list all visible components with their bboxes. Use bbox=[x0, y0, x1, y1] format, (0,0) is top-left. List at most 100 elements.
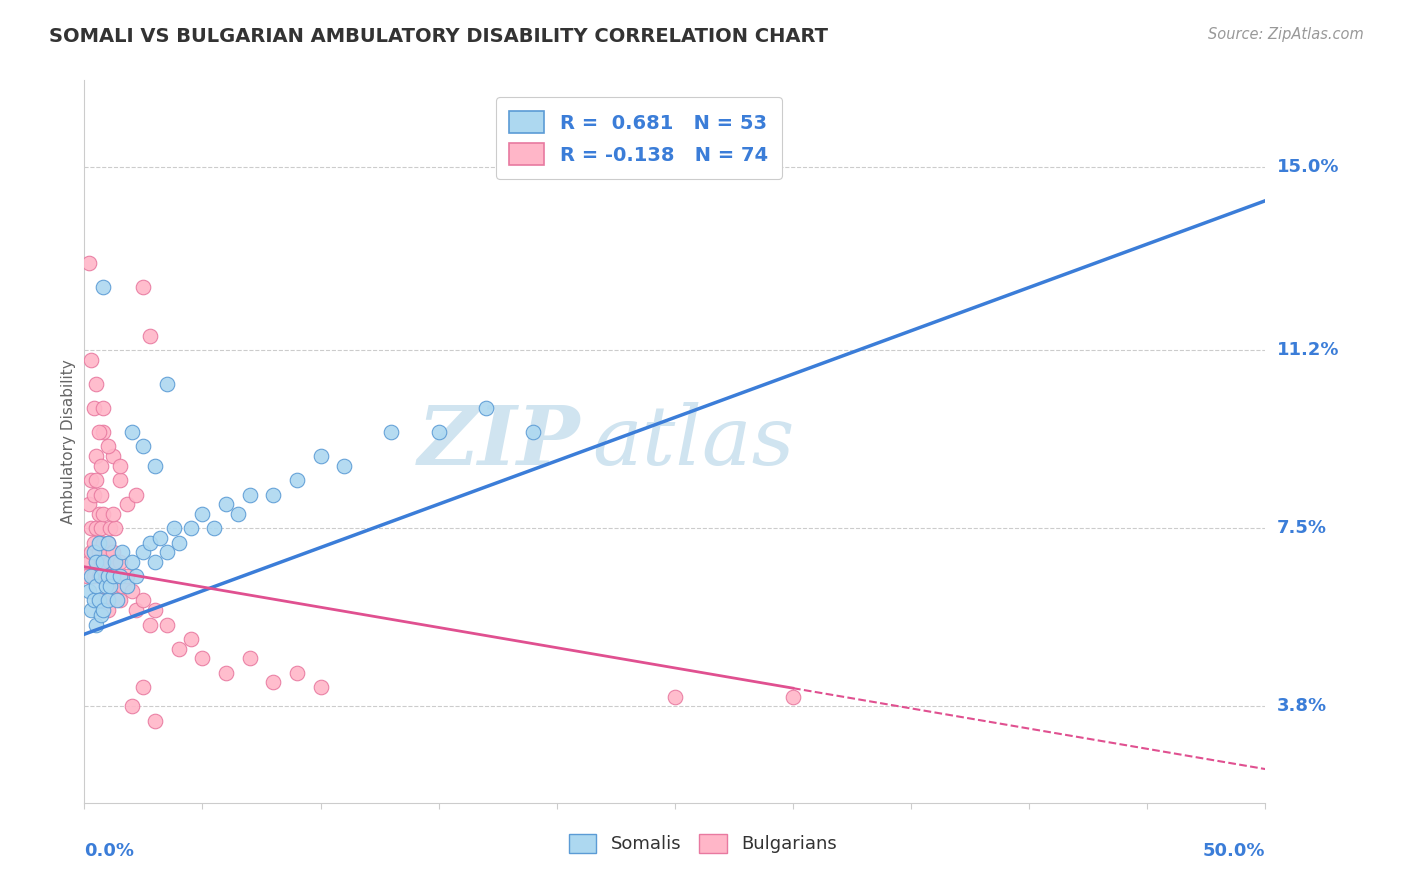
Point bbox=[107, 593, 129, 607]
Point bbox=[90, 555, 112, 569]
Point bbox=[94, 545, 117, 559]
Legend: Somalis, Bulgarians: Somalis, Bulgarians bbox=[562, 827, 844, 861]
Point bbox=[87, 545, 110, 559]
Point bbox=[90, 487, 112, 501]
Point bbox=[132, 545, 155, 559]
Point bbox=[80, 352, 103, 367]
Point bbox=[143, 555, 166, 569]
Point bbox=[156, 617, 179, 632]
Point bbox=[125, 487, 148, 501]
Point bbox=[104, 521, 127, 535]
Legend: R =  0.681   N = 53, R = -0.138   N = 74: R = 0.681 N = 53, R = -0.138 N = 74 bbox=[496, 97, 782, 179]
Point bbox=[87, 507, 110, 521]
Point bbox=[90, 607, 112, 622]
Point bbox=[97, 569, 120, 583]
Point bbox=[782, 690, 804, 704]
Point bbox=[80, 569, 103, 583]
Point bbox=[108, 569, 131, 583]
Point bbox=[77, 555, 100, 569]
Point bbox=[167, 641, 190, 656]
Point bbox=[115, 579, 138, 593]
Point bbox=[90, 458, 112, 473]
Point bbox=[215, 497, 238, 511]
Point bbox=[104, 555, 127, 569]
Point bbox=[115, 569, 138, 583]
Point bbox=[91, 593, 114, 607]
Point bbox=[115, 497, 138, 511]
Point bbox=[427, 425, 450, 439]
Point bbox=[333, 458, 356, 473]
Point bbox=[76, 569, 98, 583]
Point bbox=[84, 473, 107, 487]
Point bbox=[87, 535, 110, 549]
Point bbox=[239, 487, 262, 501]
Point bbox=[309, 680, 332, 694]
Point bbox=[97, 439, 120, 453]
Point bbox=[132, 680, 155, 694]
Point bbox=[101, 579, 124, 593]
Point bbox=[180, 521, 202, 535]
Text: 11.2%: 11.2% bbox=[1277, 341, 1339, 359]
Point bbox=[104, 555, 127, 569]
Point bbox=[139, 328, 162, 343]
Text: 50.0%: 50.0% bbox=[1204, 842, 1265, 860]
Point bbox=[664, 690, 686, 704]
Point bbox=[239, 651, 262, 665]
Point bbox=[97, 569, 120, 583]
Point bbox=[108, 458, 131, 473]
Point bbox=[80, 521, 103, 535]
Point bbox=[91, 280, 114, 294]
Point bbox=[215, 665, 238, 680]
Point bbox=[91, 507, 114, 521]
Point bbox=[97, 535, 120, 549]
Point bbox=[80, 545, 103, 559]
Point bbox=[98, 521, 121, 535]
Point bbox=[121, 583, 143, 598]
Point bbox=[143, 714, 166, 728]
Point bbox=[87, 593, 110, 607]
Point bbox=[108, 473, 131, 487]
Point bbox=[91, 535, 114, 549]
Point bbox=[226, 507, 249, 521]
Point bbox=[83, 593, 105, 607]
Point bbox=[108, 593, 131, 607]
Point bbox=[167, 535, 190, 549]
Y-axis label: Ambulatory Disability: Ambulatory Disability bbox=[60, 359, 76, 524]
Point bbox=[143, 603, 166, 617]
Point bbox=[83, 545, 105, 559]
Point bbox=[94, 569, 117, 583]
Point bbox=[101, 569, 124, 583]
Point bbox=[191, 507, 214, 521]
Point bbox=[77, 583, 100, 598]
Point bbox=[97, 535, 120, 549]
Point bbox=[191, 651, 214, 665]
Point bbox=[285, 473, 308, 487]
Point bbox=[98, 555, 121, 569]
Point bbox=[84, 449, 107, 463]
Point bbox=[125, 569, 148, 583]
Point bbox=[84, 579, 107, 593]
Point bbox=[107, 569, 129, 583]
Point bbox=[101, 507, 124, 521]
Point bbox=[156, 545, 179, 559]
Point bbox=[202, 521, 225, 535]
Text: 15.0%: 15.0% bbox=[1277, 158, 1339, 176]
Point bbox=[83, 569, 105, 583]
Point bbox=[84, 376, 107, 391]
Text: 0.0%: 0.0% bbox=[84, 842, 135, 860]
Point bbox=[132, 439, 155, 453]
Point bbox=[149, 531, 172, 545]
Point bbox=[91, 401, 114, 415]
Point bbox=[97, 603, 120, 617]
Point bbox=[132, 280, 155, 294]
Point bbox=[309, 449, 332, 463]
Point bbox=[101, 449, 124, 463]
Point bbox=[522, 425, 544, 439]
Point bbox=[139, 617, 162, 632]
Text: ZIP: ZIP bbox=[418, 401, 581, 482]
Point bbox=[475, 401, 498, 415]
Point bbox=[139, 535, 162, 549]
Point bbox=[121, 425, 143, 439]
Point bbox=[121, 699, 143, 714]
Point bbox=[91, 603, 114, 617]
